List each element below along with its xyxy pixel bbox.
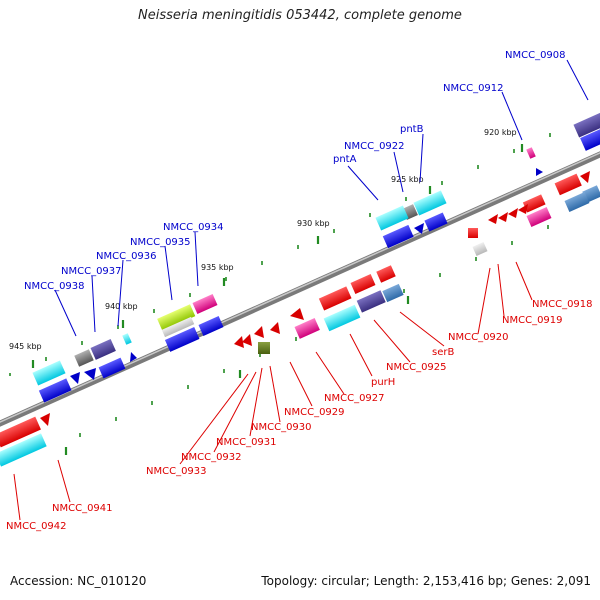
gene-pnta[interactable] <box>375 205 409 231</box>
gene-purh[interactable] <box>318 286 352 311</box>
kbp-tick-track-outer <box>9 133 551 376</box>
gene-nmcc-0936[interactable] <box>122 333 132 345</box>
label-nmcc-0936[interactable]: NMCC_0936 <box>96 251 157 262</box>
kbp-label-925: 925 kbp <box>391 175 424 184</box>
label-nmcc-0941[interactable]: NMCC_0941 <box>52 503 113 514</box>
label-nmcc-0931[interactable]: NMCC_0931 <box>216 437 277 448</box>
label-nmcc-0930[interactable]: NMCC_0930 <box>251 422 312 433</box>
label-pntb[interactable]: pntB <box>400 124 424 135</box>
label-nmcc-0935[interactable]: NMCC_0935 <box>130 237 191 248</box>
label-nmcc-0908[interactable]: NMCC_0908 <box>505 50 566 61</box>
label-nmcc-0919[interactable]: NMCC_0919 <box>502 315 563 326</box>
gene-nmcc-0934[interactable] <box>192 294 218 314</box>
label-nmcc-0942[interactable]: NMCC_0942 <box>6 521 67 532</box>
kbp-label-945: 945 kbp <box>9 342 42 351</box>
gene-pntb[interactable] <box>413 190 447 216</box>
map-title: Neisseria meningitidis 053442, complete … <box>138 8 462 23</box>
gene-serb[interactable] <box>382 283 404 303</box>
kbp-label-930: 930 kbp <box>297 219 330 228</box>
label-nmcc-0912[interactable]: NMCC_0912 <box>443 83 504 94</box>
label-nmcc-0932[interactable]: NMCC_0932 <box>181 452 242 463</box>
gene-nmcc-0920[interactable] <box>468 228 478 238</box>
label-serb[interactable]: serB <box>432 347 454 358</box>
reverse-callouts <box>13 261 533 521</box>
label-nmcc-0918[interactable]: NMCC_0918 <box>532 299 593 310</box>
label-nmcc-0933[interactable]: NMCC_0933 <box>146 466 207 477</box>
gene-nmcc-0930[interactable] <box>258 342 270 354</box>
genome-backbone <box>0 151 600 427</box>
gene-nmcc-0929[interactable] <box>294 318 320 339</box>
label-nmcc-0920[interactable]: NMCC_0920 <box>448 332 509 343</box>
label-nmcc-0922[interactable]: NMCC_0922 <box>344 141 405 152</box>
forward-genes <box>32 112 600 403</box>
kbp-label-940: 940 kbp <box>105 302 138 311</box>
label-nmcc-0938[interactable]: NMCC_0938 <box>24 281 85 292</box>
gene-nmcc-0908[interactable] <box>573 112 600 138</box>
label-nmcc-0934[interactable]: NMCC_0934 <box>163 222 224 233</box>
label-purh[interactable]: purH <box>371 377 395 388</box>
genome-summary-text: Topology: circular; Length: 2,153,416 bp… <box>261 574 591 588</box>
label-nmcc-0925[interactable]: NMCC_0925 <box>386 362 447 373</box>
label-nmcc-0929[interactable]: NMCC_0929 <box>284 407 345 418</box>
reverse-genes <box>0 171 600 467</box>
label-nmcc-0937[interactable]: NMCC_0937 <box>61 266 122 277</box>
label-nmcc-0927[interactable]: NMCC_0927 <box>324 393 385 404</box>
label-pnta[interactable]: pntA <box>333 154 357 165</box>
gene-nmcc-0927[interactable] <box>323 304 361 332</box>
kbp-label-920: 920 kbp <box>484 128 517 137</box>
gene-nmcc-0912[interactable] <box>526 147 536 159</box>
gene-nmcc-0937[interactable] <box>90 339 116 360</box>
forward-callouts <box>54 59 589 337</box>
accession-text: Accession: NC_010120 <box>10 574 147 588</box>
gene-nmcc-0935[interactable] <box>157 304 196 331</box>
kbp-label-935: 935 kbp <box>201 263 234 272</box>
gene-nmcc-0938[interactable] <box>74 349 94 367</box>
